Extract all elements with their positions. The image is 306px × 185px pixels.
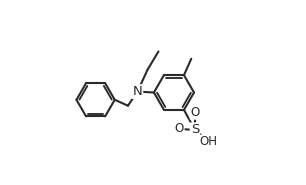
Text: S: S bbox=[191, 123, 199, 136]
Text: O: O bbox=[190, 106, 200, 119]
Text: OH: OH bbox=[200, 135, 218, 148]
Text: O: O bbox=[175, 122, 184, 135]
Text: N: N bbox=[132, 85, 142, 98]
